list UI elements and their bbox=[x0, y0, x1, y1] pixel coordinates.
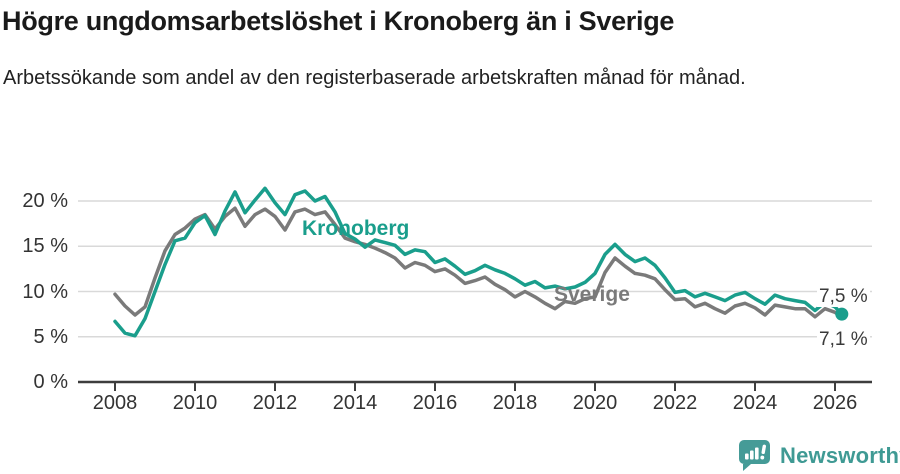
kronoberg-line bbox=[113, 186, 844, 338]
y-tick-label: 15 % bbox=[22, 235, 68, 258]
y-tick-label: 10 % bbox=[22, 280, 68, 303]
x-tick-label: 2016 bbox=[412, 392, 458, 414]
y-tick-label: 5 % bbox=[33, 325, 68, 348]
x-tick-label: 2022 bbox=[652, 392, 698, 414]
newsworthy-logo-text: Newsworthy bbox=[780, 442, 900, 468]
x-tick-label: 2008 bbox=[92, 392, 138, 414]
sverige-line bbox=[113, 206, 844, 320]
x-tick-label: 2026 bbox=[812, 392, 858, 414]
chart-subtitle: Arbetssökande som andel av den registerb… bbox=[3, 67, 746, 89]
x-tick-label: 2020 bbox=[572, 392, 618, 414]
newsworthy-logo-icon bbox=[739, 440, 770, 471]
latest-value-dot bbox=[835, 307, 849, 321]
x-tick-label: 2010 bbox=[172, 392, 218, 414]
x-tick-label: 2014 bbox=[332, 392, 378, 414]
newsworthy-logo[interactable]: Newsworthy bbox=[738, 440, 900, 471]
end-value-label-kronoberg: 7,5 % bbox=[817, 286, 870, 307]
x-tick-label: 2012 bbox=[252, 392, 298, 414]
y-tick-label: 20 % bbox=[22, 190, 68, 212]
series-label-sverige: Sverige bbox=[554, 283, 630, 306]
end-value-label-sverige: 7,1 % bbox=[817, 329, 870, 350]
x-tick-label: 2018 bbox=[492, 392, 538, 414]
y-tick-label: 0 % bbox=[33, 371, 68, 393]
x-tick-label: 2024 bbox=[732, 392, 778, 414]
page-title: Högre ungdomsarbetslöshet i Kronoberg än… bbox=[2, 6, 675, 36]
series-label-kronoberg: Kronoberg bbox=[302, 217, 410, 240]
